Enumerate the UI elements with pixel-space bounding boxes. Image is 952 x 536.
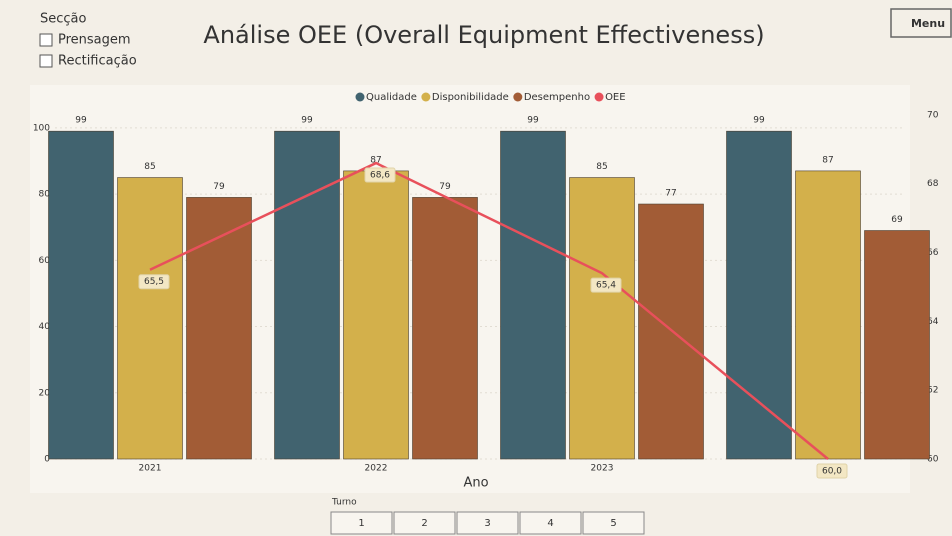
turno-button[interactable]: [456, 511, 519, 535]
data-label-box: [590, 277, 622, 293]
data-label: 99: [301, 116, 313, 126]
slicer-title: Secção: [40, 12, 87, 27]
data-label: 79: [439, 182, 451, 192]
legend-marker: [513, 92, 523, 102]
turno-button-label[interactable]: 1: [358, 518, 364, 529]
y2-tick-label: 62: [927, 386, 938, 396]
y2-tick-label: 64: [927, 317, 939, 327]
legend-marker: [421, 92, 431, 102]
bar: [569, 177, 635, 460]
y2-tick-label: 66: [927, 248, 939, 258]
bar: [274, 130, 340, 460]
data-label: 87: [370, 155, 381, 165]
data-label: 69: [891, 215, 903, 225]
y-tick-label: 100: [33, 123, 50, 133]
menu-button[interactable]: Menu: [890, 8, 952, 38]
chart-title: Análise OEE (Overall Equipment Effective…: [203, 21, 764, 49]
bar: [343, 170, 409, 460]
data-label: 77: [665, 189, 676, 199]
data-label: 85: [144, 162, 155, 172]
bar: [117, 177, 183, 460]
x-tick-label: 2021: [139, 464, 162, 474]
data-label: 60,0: [822, 467, 842, 477]
legend-label: Desempenho: [524, 92, 590, 103]
y-tick-label: 60: [39, 256, 51, 266]
x-axis-label: Ano: [463, 476, 488, 491]
y-tick-label: 80: [39, 190, 51, 200]
y2-tick-label: 70: [927, 110, 939, 120]
data-label: 65,5: [144, 277, 164, 287]
data-label: 99: [527, 116, 539, 126]
x-tick-label: 2022: [365, 464, 388, 474]
bar: [864, 230, 930, 460]
data-label: 99: [753, 116, 765, 126]
turno-button-label[interactable]: 2: [421, 518, 427, 529]
legend-marker: [594, 92, 604, 102]
turno-button[interactable]: [582, 511, 645, 535]
checkbox-label[interactable]: Prensagem: [58, 33, 131, 48]
data-label-box: [816, 463, 848, 479]
data-label-box: [364, 167, 396, 183]
data-label-box: [138, 274, 170, 290]
menu-label[interactable]: Menu: [911, 17, 945, 30]
legend-label: Disponibilidade: [432, 92, 509, 103]
line: [149, 161, 829, 460]
data-label: 65,4: [596, 281, 616, 291]
y-tick-label: 0: [44, 455, 50, 465]
data-label: 79: [213, 182, 225, 192]
checkbox[interactable]: [39, 33, 53, 47]
data-label: 85: [596, 162, 607, 172]
turno-button[interactable]: [393, 511, 456, 535]
turno-title: Turno: [331, 498, 357, 508]
bar: [726, 130, 792, 460]
data-label: 99: [75, 116, 87, 126]
x-tick-label: 2023: [591, 464, 614, 474]
y-tick-label: 40: [39, 322, 51, 332]
legend-label: OEE: [605, 92, 626, 103]
bar: [412, 197, 478, 460]
legend-marker: [355, 92, 365, 102]
turno-button[interactable]: [330, 511, 393, 535]
data-label: 87: [822, 155, 833, 165]
menu-box[interactable]: [890, 8, 952, 38]
checkbox-label[interactable]: Rectificação: [58, 54, 137, 69]
turno-button-label[interactable]: 5: [610, 518, 616, 529]
y-tick-label: 20: [39, 388, 51, 398]
turno-button[interactable]: [519, 511, 582, 535]
y2-tick-label: 60: [927, 455, 939, 465]
turno-button-label[interactable]: 3: [484, 518, 490, 529]
bar: [48, 130, 114, 460]
bar: [500, 130, 566, 460]
data-label: 68,6: [370, 171, 390, 181]
bar: [186, 197, 252, 460]
legend-label: Qualidade: [366, 92, 417, 103]
checkbox[interactable]: [39, 54, 53, 68]
bar: [795, 170, 861, 460]
turno-button-label[interactable]: 4: [547, 518, 553, 529]
y2-tick-label: 68: [927, 179, 939, 189]
